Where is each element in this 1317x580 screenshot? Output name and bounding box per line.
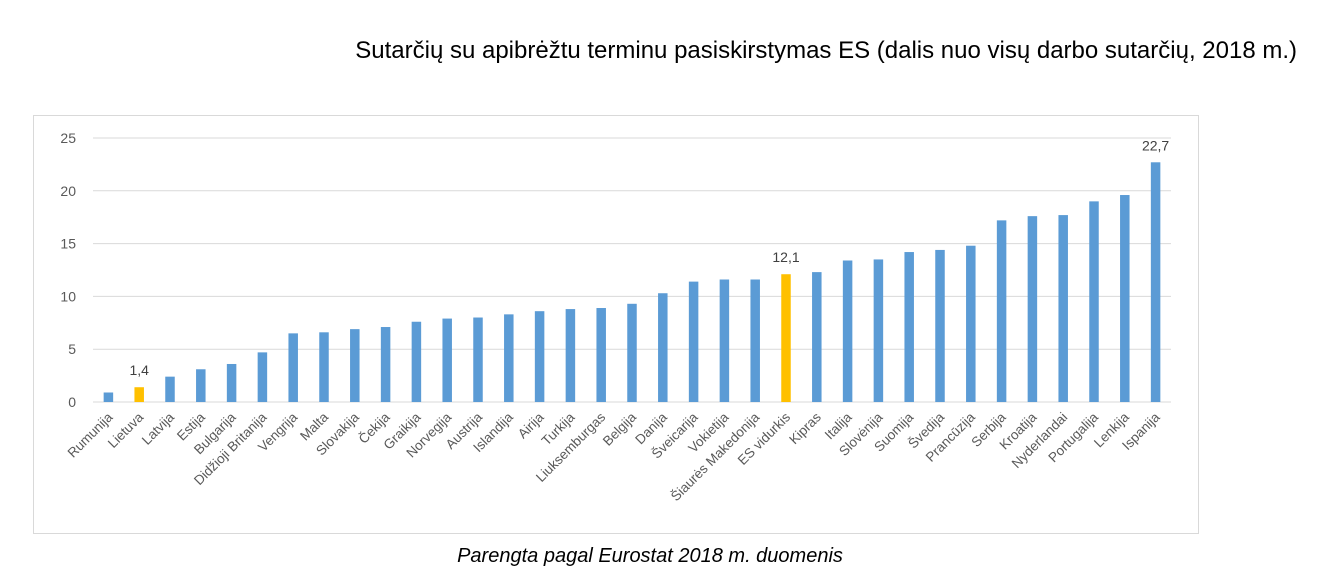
y-tick-label: 10 (60, 288, 76, 304)
data-label: 12,1 (772, 249, 799, 265)
bar (442, 318, 452, 402)
bar (411, 321, 422, 402)
bar (319, 332, 329, 402)
y-tick-label: 20 (60, 183, 76, 199)
bar (380, 327, 391, 402)
bar (627, 303, 637, 402)
y-tick-label: 15 (60, 236, 76, 252)
bar (966, 245, 976, 402)
bar (534, 311, 545, 402)
bar (1150, 162, 1161, 402)
bar (288, 333, 298, 402)
bar (935, 249, 945, 402)
bar (504, 314, 514, 402)
bar (134, 387, 144, 402)
bar (226, 363, 237, 402)
bar (1120, 195, 1130, 402)
x-tick-label: Rumunija (65, 409, 116, 460)
bar (904, 252, 914, 402)
chart-title: Sutarčių su apibrėžtu terminu pasiskirst… (355, 37, 1297, 64)
bar (596, 308, 606, 402)
x-tick-label: Belgija (600, 409, 640, 449)
bar (996, 220, 1007, 402)
bar (103, 392, 114, 402)
bar (350, 329, 360, 402)
bar (165, 376, 175, 402)
x-tick-label: Latvija (139, 409, 178, 448)
bar (658, 293, 668, 402)
bar (688, 281, 699, 402)
bar (719, 279, 730, 402)
bar (1027, 216, 1038, 402)
bar (781, 274, 791, 402)
bar (257, 352, 268, 402)
bar (812, 272, 822, 402)
bar (873, 259, 884, 402)
data-label: 22,7 (1142, 137, 1169, 153)
x-tick-label: Lietuva (105, 409, 147, 451)
source-caption: Parengta pagal Eurostat 2018 m. duomenis (457, 545, 843, 567)
y-tick-label: 5 (68, 341, 76, 357)
y-tick-label: 25 (60, 130, 76, 146)
bar (473, 317, 483, 402)
bar (842, 260, 853, 402)
y-tick-label: 0 (68, 394, 76, 410)
chart-frame (33, 115, 1199, 534)
bar (750, 279, 760, 402)
bar (565, 309, 576, 402)
bar (1089, 201, 1099, 402)
data-label: 1,4 (129, 362, 149, 378)
x-tick-label: Kipras (786, 409, 824, 447)
bar (196, 369, 206, 402)
bar (1058, 215, 1068, 402)
